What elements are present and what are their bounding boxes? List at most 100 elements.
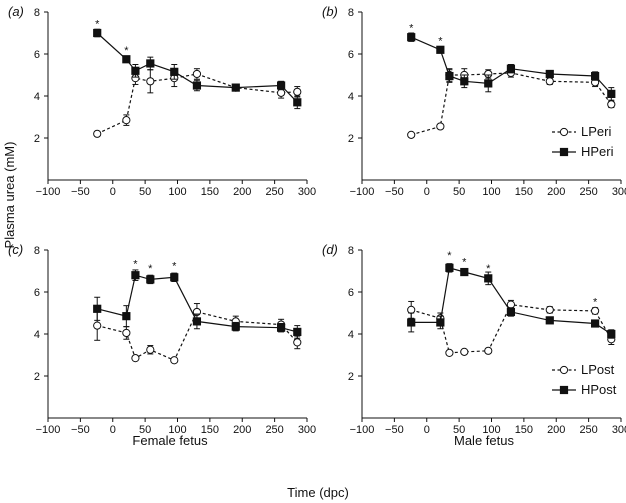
x-tick-label: 150 [201,186,219,198]
data-point-filled [192,317,202,326]
data-point-filled [407,33,416,42]
y-tick-label: 4 [348,91,354,103]
legend-label: LPeri [581,124,611,139]
x-tick-label: −50 [385,424,404,436]
x-tick-label: 100 [482,186,500,198]
y-tick-label: 2 [348,371,354,383]
data-point-open [506,300,516,309]
y-tick-label: 2 [348,133,354,145]
series-hpost [407,263,616,339]
series-hperi [93,28,302,110]
significance-marker: * [133,259,138,271]
y-tick-label: 6 [348,287,354,299]
x-tick-label: 0 [110,186,116,198]
data-point-filled [506,64,516,73]
significance-marker: * [172,261,177,273]
significance-marker: * [593,296,598,308]
significance-marker: * [124,45,129,57]
x-tick-label: 300 [612,424,626,436]
data-point-open [277,88,286,97]
y-tick-label: 4 [348,329,354,341]
y-tick-label: 6 [34,287,40,299]
data-point-open [293,338,302,347]
x-tick-label: 0 [424,186,430,198]
data-point-open [436,122,445,131]
data-point-filled [607,329,616,339]
series-line [96,32,298,103]
x-tick-label: −50 [71,424,90,436]
data-point-filled [146,59,155,68]
x-tick-label: −100 [36,186,61,198]
x-tick-label: −100 [36,424,61,436]
y-tick-label: 4 [34,91,40,103]
y-tick-label: 4 [34,329,40,341]
data-point-filled [170,67,179,76]
significance-marker: * [462,257,467,269]
data-point-filled [445,71,454,81]
x-tick-label: −50 [385,186,404,198]
data-point-open [407,305,416,314]
col-label-female: Female fetus [132,433,208,448]
series-hpost [93,269,302,339]
data-point-filled [293,327,302,336]
significance-marker: * [95,19,100,31]
x-tick-label: 50 [139,424,151,436]
data-point-filled [93,304,102,313]
x-tick-label: 0 [424,424,430,436]
x-tick-label: 50 [453,424,465,436]
x-tick-label: 300 [298,424,316,436]
data-point-filled [192,81,202,90]
data-point-filled [484,274,493,283]
data-point-filled [131,66,140,75]
data-point-open [484,346,493,355]
data-point-filled [231,83,240,92]
data-point-filled [445,263,454,272]
y-tick-label: 6 [348,49,354,61]
series-line [96,73,298,135]
y-tick-label: 8 [34,7,40,19]
data-point-open [545,305,554,314]
panel-label: (b) [322,4,338,19]
panel-a: 2 4 6 8 −100 −50 0 50 100 150 200 250 300 (a) * * [8,4,316,198]
x-tick-label: 50 [453,186,465,198]
x-tick-label: 50 [139,186,151,198]
x-tick-label: 150 [515,424,533,436]
x-tick-label: 300 [612,186,626,198]
data-point-filled [460,267,469,277]
data-point-filled [122,55,131,64]
data-point-open [146,77,155,86]
col-label-male: Male fetus [454,433,514,448]
data-point-filled [277,81,286,90]
x-tick-label: 200 [547,186,565,198]
legend-label: HPeri [581,144,614,159]
data-point-filled [460,77,469,86]
significance-marker: * [438,35,443,47]
legend-marker-open [559,127,569,137]
data-point-filled [436,318,445,327]
data-point-filled [545,69,554,79]
data-point-filled [545,316,554,325]
legend-marker-filled [559,147,569,157]
series-lperi [93,68,302,138]
panel-d: 2 4 6 8 −100 −50 0 50 100 150 200 250 300 (d) * * * * LPos… [322,242,626,436]
data-point-filled [122,312,131,321]
significance-marker: * [486,263,491,275]
data-point-open [445,348,454,357]
y-axis-title: Plasma urea (mM) [2,142,17,249]
data-point-filled [293,98,302,107]
series-hperi [407,32,616,101]
data-point-filled [436,45,445,54]
data-point-open [170,356,179,365]
x-tick-label: 250 [579,424,597,436]
x-tick-label: −100 [350,424,375,436]
data-point-filled [607,89,616,99]
data-point-open [407,130,416,139]
data-point-filled [506,307,516,317]
data-point-open [293,87,302,96]
y-tick-label: 8 [348,245,354,257]
legend-marker-filled [559,385,569,395]
legend-label: HPost [581,382,617,397]
x-tick-label: 200 [233,186,251,198]
x-tick-label: 200 [547,424,565,436]
